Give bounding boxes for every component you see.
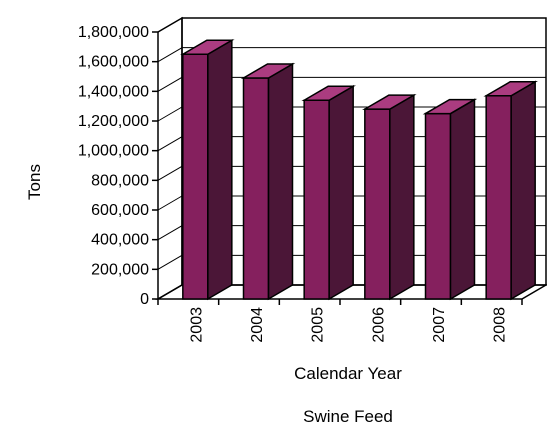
x-axis-ticks: 2003 2004 2005 2006 2007 2008 [157, 299, 523, 343]
bar-2003 [180, 38, 235, 301]
side-wall [157, 16, 183, 300]
bar-2008 [483, 80, 538, 301]
y-tick-label: 1,400,000 [78, 83, 149, 100]
y-tick-label: 1,200,000 [78, 113, 149, 130]
bar-front [303, 99, 330, 300]
y-tick-label: 600,000 [91, 202, 149, 219]
bar-side [328, 84, 354, 301]
x-tick-label: 2005 [310, 307, 327, 343]
bar-2005 [301, 84, 356, 301]
bar-top [240, 63, 296, 79]
y-tick-label: 200,000 [91, 261, 149, 278]
y-tick-label: 1,000,000 [78, 143, 149, 160]
y-tick-label: 1,800,000 [78, 24, 149, 41]
x-tick-label: 2004 [249, 307, 266, 343]
y-axis-ticks: 0 200,000 400,000 600,000 800,000 1,000,000 1,… [78, 24, 159, 308]
gridline-side [157, 136, 183, 152]
bar-front [364, 108, 391, 300]
gridline-side [157, 47, 183, 63]
bar-side [207, 38, 233, 301]
bar-side [510, 80, 536, 301]
y-tick-label: 0 [140, 291, 149, 308]
x-tick-label: 2006 [370, 307, 387, 343]
bar-front [485, 95, 512, 300]
chart-title: Swine Feed [303, 407, 393, 426]
x-axis-title: Calendar Year [294, 364, 402, 383]
bar-front [424, 112, 452, 300]
gridline-side [157, 165, 183, 181]
x-tick-label: 2008 [492, 307, 509, 343]
bar-side [449, 98, 476, 301]
bar-2006 [362, 93, 417, 301]
gridline-side [157, 254, 183, 270]
gridline-side [157, 225, 183, 241]
x-tick-label: 2003 [188, 307, 205, 343]
bars [180, 38, 538, 301]
y-tick-label: 800,000 [91, 172, 149, 189]
y-tick-label: 1,600,000 [78, 54, 149, 71]
bar-front [242, 77, 270, 300]
gridline-side [157, 106, 183, 122]
bar-2007 [422, 98, 478, 301]
bar-front [182, 53, 209, 300]
bar-top [362, 94, 417, 110]
bar-side [389, 93, 415, 301]
y-tick-label: 400,000 [91, 232, 149, 249]
bar-top [422, 98, 478, 115]
bar-top [301, 85, 356, 101]
gridline-side [157, 76, 183, 92]
bar-top [180, 39, 235, 55]
bar-side [267, 62, 294, 301]
bar-2004 [240, 62, 296, 301]
bar-top [483, 81, 538, 97]
x-tick-label: 2007 [431, 307, 448, 343]
gridline-side [157, 195, 183, 211]
y-axis-title: Tons [25, 164, 44, 200]
